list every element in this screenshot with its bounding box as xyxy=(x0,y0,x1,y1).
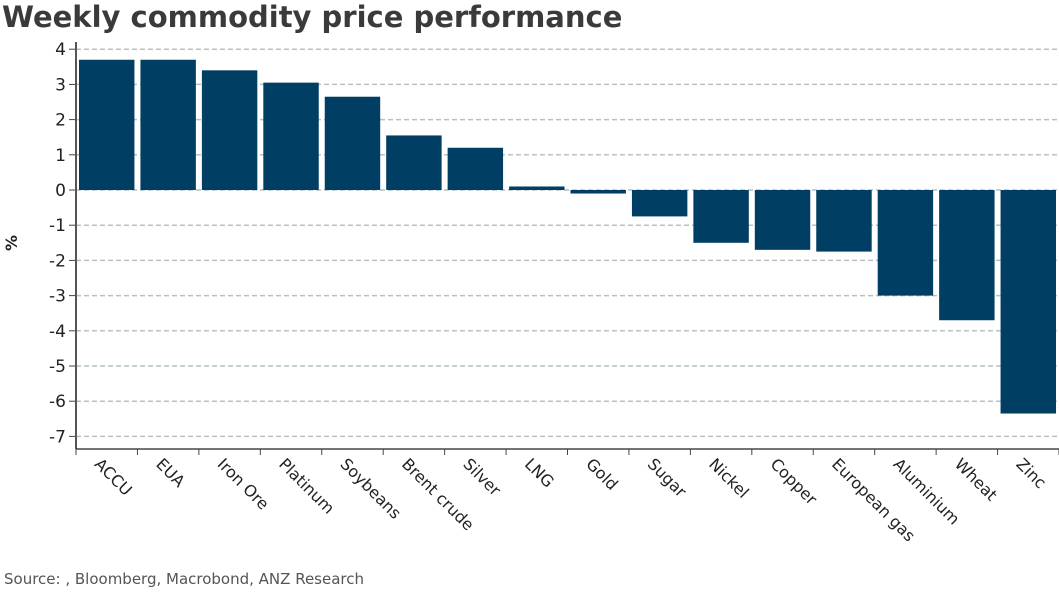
bar-zinc xyxy=(1000,190,1056,414)
bar-iron-ore xyxy=(201,70,258,190)
bar-sugar xyxy=(631,190,688,217)
x-tick-label: Zinc xyxy=(1012,454,1050,492)
bar-soybeans xyxy=(324,96,381,190)
x-tick-label: Sugar xyxy=(644,454,691,501)
x-tick-label: EUA xyxy=(152,454,189,491)
y-tick-label: -1 xyxy=(49,216,66,236)
x-tick-label: Platinum xyxy=(275,454,338,517)
bar-silver xyxy=(447,147,504,190)
y-tick-label: -6 xyxy=(49,392,66,412)
y-tick-label: 4 xyxy=(55,40,66,60)
x-tick-label: Wheat xyxy=(951,454,1001,504)
x-tick-label: Silver xyxy=(459,454,505,500)
y-tick-label: -5 xyxy=(49,357,66,377)
bar-platinum xyxy=(263,82,319,190)
bar-copper xyxy=(754,190,811,250)
bar-nickel xyxy=(693,190,749,243)
x-tick-label: LNG xyxy=(521,454,558,491)
x-tick-label: Gold xyxy=(582,454,621,493)
x-tick-label: Copper xyxy=(767,454,822,509)
axes xyxy=(69,42,1059,455)
y-tick-label: 3 xyxy=(55,75,66,95)
chart-title: Weekly commodity price performance xyxy=(2,0,623,34)
y-tick-label: -7 xyxy=(49,427,66,447)
bar-aluminium xyxy=(877,190,934,296)
bar-eua xyxy=(140,59,196,191)
y-tick-label: -2 xyxy=(49,251,66,271)
x-tick-label: ACCU xyxy=(91,454,136,499)
y-tick-label: 0 xyxy=(55,181,66,201)
bar-gold xyxy=(570,190,626,194)
bar-accu xyxy=(79,59,135,191)
bar-brent-crude xyxy=(386,135,442,190)
bar-european-gas xyxy=(816,190,872,252)
bar-lng xyxy=(509,186,565,190)
x-tick-label: Soybeans xyxy=(337,454,405,522)
x-tick-label: Nickel xyxy=(705,454,753,502)
bars xyxy=(79,59,1056,414)
y-axis-label: % xyxy=(2,235,21,251)
bar-wheat xyxy=(939,190,995,321)
x-tick-label: Iron Ore xyxy=(214,454,273,513)
y-tick-label: 2 xyxy=(55,111,66,131)
y-tick-labels: 4 3 2 1 0 -1 -2 -3 -4 -5 -6 -7 xyxy=(49,40,66,447)
y-tick-label: 1 xyxy=(55,146,66,166)
source-note: Source: , Bloomberg, Macrobond, ANZ Rese… xyxy=(4,570,364,588)
y-tick-label: -4 xyxy=(49,322,66,342)
y-tick-label: -3 xyxy=(49,287,66,307)
